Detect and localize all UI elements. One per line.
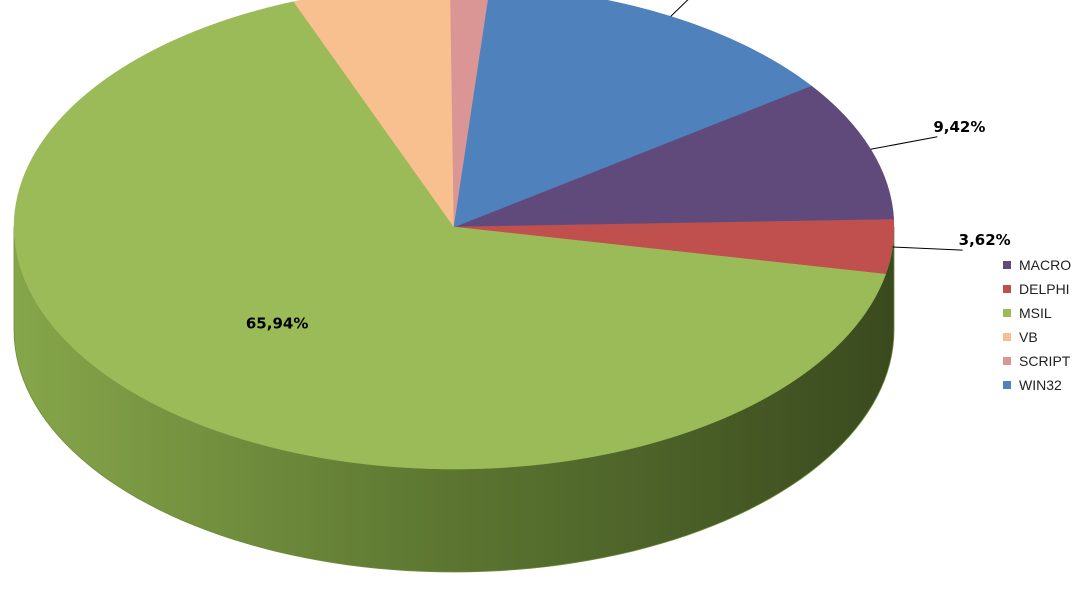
leader-line-win32	[670, 0, 689, 17]
legend-swatch	[1003, 333, 1011, 341]
pie-slice-script	[450, 0, 489, 228]
pie-data-labels: 9,42%3,62%65,94%5,80%1,45%13,77%	[246, 118, 1011, 333]
legend-swatch	[1003, 261, 1011, 269]
legend-item-vb: VB	[1003, 325, 1083, 349]
leader-line-delphi	[892, 246, 963, 251]
legend-swatch	[1003, 381, 1011, 389]
data-label-macro: 9,42%	[933, 118, 985, 136]
pie-slices	[13, 0, 895, 470]
legend-swatch	[1003, 357, 1011, 365]
data-label-delphi: 3,62%	[959, 231, 1011, 249]
legend-label: SCRIPT	[1019, 353, 1071, 369]
pie-slice-msil	[13, 1, 886, 470]
data-label-msil: 65,94%	[246, 314, 308, 332]
legend-item-msil: MSIL	[1003, 301, 1083, 325]
leader-line-macro	[870, 136, 938, 150]
legend: MACRO DELPHI MSIL VB SCRIPT WIN32	[1003, 253, 1083, 397]
legend-item-macro: MACRO	[1003, 253, 1083, 277]
pie-leader-lines	[670, 0, 963, 251]
legend-label: WIN32	[1019, 377, 1062, 393]
legend-label: VB	[1019, 329, 1038, 345]
legend-label: MSIL	[1019, 305, 1052, 321]
legend-item-delphi: DELPHI	[1003, 277, 1083, 301]
legend-item-win32: WIN32	[1003, 373, 1083, 397]
legend-item-script: SCRIPT	[1003, 349, 1083, 373]
legend-label: DELPHI	[1019, 281, 1070, 297]
pie-slice-macro	[453, 85, 895, 228]
pie-slice-vb	[293, 0, 455, 228]
legend-swatch	[1003, 309, 1011, 317]
legend-swatch	[1003, 285, 1011, 293]
legend-label: MACRO	[1019, 257, 1072, 273]
